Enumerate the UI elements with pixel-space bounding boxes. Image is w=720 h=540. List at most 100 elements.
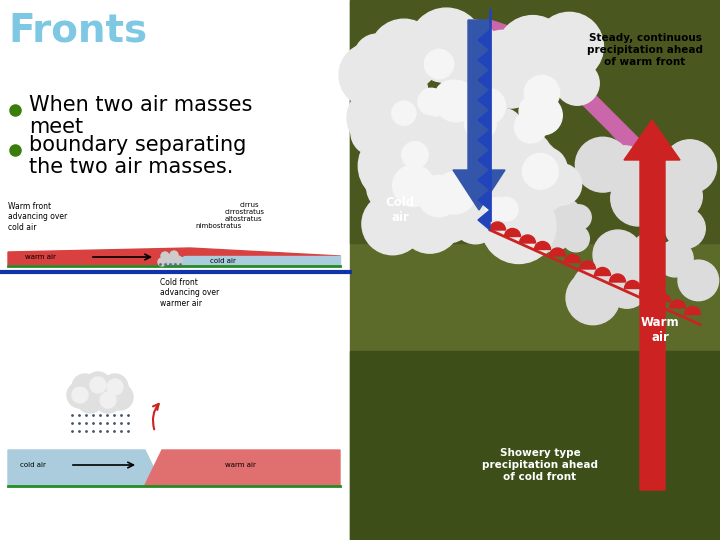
- Circle shape: [374, 149, 425, 200]
- Circle shape: [642, 161, 693, 212]
- Circle shape: [100, 392, 116, 408]
- Circle shape: [665, 208, 706, 248]
- Circle shape: [424, 49, 454, 79]
- Circle shape: [402, 136, 468, 201]
- Circle shape: [523, 48, 560, 85]
- Circle shape: [435, 179, 490, 235]
- Circle shape: [170, 251, 178, 259]
- Wedge shape: [624, 280, 641, 288]
- Circle shape: [416, 148, 474, 206]
- Wedge shape: [534, 241, 551, 249]
- Circle shape: [102, 374, 128, 400]
- Circle shape: [530, 101, 558, 129]
- Circle shape: [483, 109, 523, 148]
- Polygon shape: [478, 150, 490, 170]
- Wedge shape: [580, 261, 595, 269]
- Wedge shape: [490, 222, 505, 230]
- Circle shape: [418, 88, 445, 115]
- Circle shape: [87, 380, 113, 406]
- Circle shape: [492, 130, 554, 191]
- Circle shape: [423, 90, 449, 116]
- Circle shape: [657, 241, 693, 277]
- Circle shape: [362, 193, 423, 255]
- Circle shape: [476, 35, 516, 75]
- Polygon shape: [145, 450, 340, 485]
- Text: When two air masses: When two air masses: [29, 95, 253, 115]
- Circle shape: [554, 199, 580, 226]
- Bar: [350, 0, 720, 243]
- Circle shape: [85, 372, 111, 398]
- Circle shape: [514, 110, 547, 143]
- Circle shape: [642, 186, 689, 232]
- Circle shape: [390, 119, 456, 185]
- Circle shape: [380, 58, 419, 97]
- Circle shape: [418, 176, 459, 217]
- Circle shape: [107, 384, 133, 410]
- Text: cold air: cold air: [20, 462, 46, 468]
- Polygon shape: [160, 256, 340, 265]
- Circle shape: [535, 12, 603, 80]
- Wedge shape: [639, 287, 655, 295]
- Circle shape: [459, 98, 497, 137]
- Circle shape: [351, 110, 396, 155]
- Circle shape: [450, 20, 495, 65]
- Circle shape: [399, 111, 447, 159]
- Polygon shape: [624, 120, 680, 490]
- Circle shape: [347, 86, 410, 149]
- Circle shape: [482, 148, 520, 186]
- Wedge shape: [610, 274, 626, 282]
- Circle shape: [464, 107, 496, 139]
- Circle shape: [400, 97, 472, 170]
- Circle shape: [523, 168, 567, 211]
- Circle shape: [605, 265, 649, 308]
- Text: Showery type
precipitation ahead
of cold front: Showery type precipitation ahead of cold…: [482, 448, 598, 482]
- Circle shape: [380, 32, 438, 89]
- Circle shape: [369, 19, 438, 87]
- Circle shape: [107, 379, 123, 395]
- Circle shape: [416, 17, 481, 82]
- Text: meet: meet: [29, 117, 83, 137]
- Bar: [350, 0, 720, 540]
- Text: cirrus: cirrus: [240, 202, 260, 208]
- Circle shape: [494, 197, 518, 221]
- Text: Warm front
advancing over
cold air: Warm front advancing over cold air: [8, 202, 67, 232]
- Circle shape: [488, 63, 534, 108]
- Circle shape: [392, 101, 416, 125]
- Circle shape: [575, 137, 630, 192]
- Circle shape: [433, 172, 476, 214]
- Polygon shape: [478, 70, 490, 90]
- Polygon shape: [478, 190, 490, 210]
- Circle shape: [469, 30, 537, 98]
- Circle shape: [474, 179, 517, 221]
- Text: cold air: cold air: [210, 258, 236, 264]
- Circle shape: [663, 140, 716, 193]
- Circle shape: [555, 62, 599, 105]
- Wedge shape: [654, 294, 670, 301]
- Circle shape: [90, 377, 106, 393]
- Circle shape: [523, 153, 558, 189]
- Bar: [5, 275, 345, 490]
- Circle shape: [417, 144, 486, 213]
- Text: warm air: warm air: [25, 254, 56, 260]
- Bar: [350, 351, 720, 540]
- Circle shape: [503, 64, 543, 103]
- Circle shape: [366, 160, 420, 213]
- Circle shape: [392, 165, 434, 206]
- Circle shape: [406, 99, 470, 164]
- Bar: [0, 0, 350, 540]
- Polygon shape: [478, 50, 490, 70]
- Text: warm air: warm air: [225, 462, 256, 468]
- Wedge shape: [520, 235, 536, 243]
- Polygon shape: [478, 90, 490, 110]
- Text: Cold front
advancing over
warmer air: Cold front advancing over warmer air: [160, 278, 220, 308]
- Circle shape: [478, 178, 517, 217]
- Circle shape: [540, 164, 582, 205]
- Circle shape: [362, 61, 428, 127]
- Circle shape: [158, 258, 166, 266]
- Circle shape: [481, 143, 538, 199]
- Circle shape: [402, 141, 428, 168]
- Circle shape: [402, 180, 466, 243]
- Circle shape: [387, 197, 436, 246]
- Circle shape: [166, 255, 174, 263]
- Text: nimbostratus: nimbostratus: [195, 223, 241, 229]
